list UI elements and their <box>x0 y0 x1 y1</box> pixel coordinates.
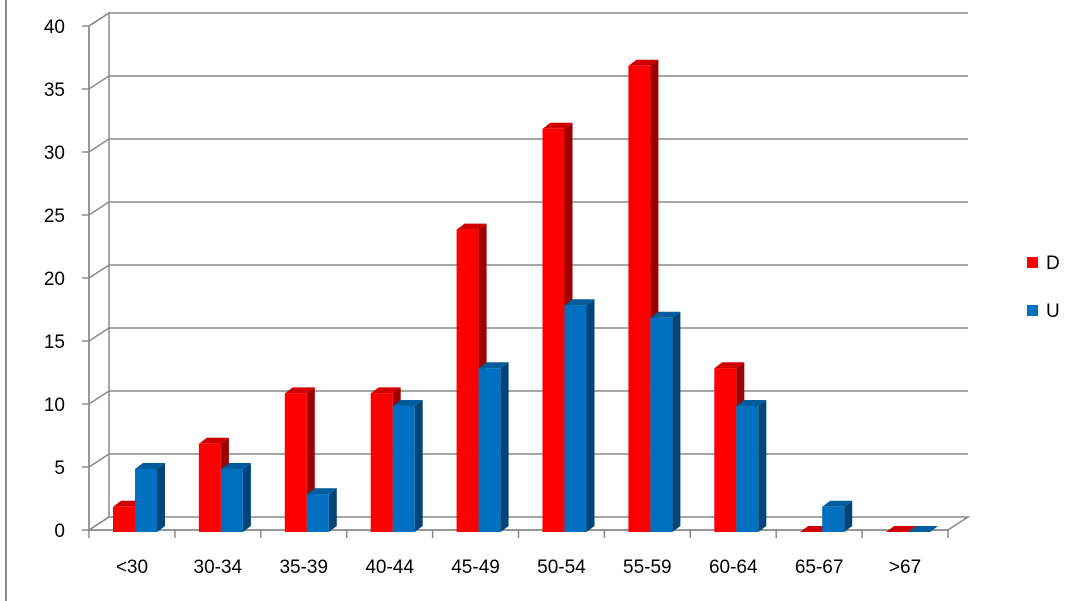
bar-top <box>456 223 487 230</box>
bar-top <box>628 59 659 66</box>
gridlines <box>88 12 968 468</box>
bar-front <box>542 128 565 533</box>
bar-top <box>564 299 595 306</box>
bar-top <box>478 362 509 369</box>
bar-top <box>714 362 745 369</box>
bar-front <box>306 494 329 532</box>
legend-swatch-D <box>1027 257 1038 268</box>
bar-side <box>157 463 165 532</box>
x-tick-label: 35-39 <box>279 557 328 578</box>
y-tick-label: 5 <box>54 458 65 479</box>
bar-front <box>135 469 157 532</box>
bar-side <box>844 500 853 532</box>
bar-front <box>628 65 651 533</box>
x-tick-label: 30-34 <box>194 557 243 578</box>
legend-label-D: D <box>1046 253 1060 274</box>
bar-top <box>886 526 917 532</box>
gridline-depth <box>88 201 110 216</box>
bar-top <box>284 387 315 394</box>
x-tick-label: 60-64 <box>709 557 758 578</box>
bar-front <box>392 406 415 532</box>
bar-U-8 <box>822 500 853 532</box>
x-tick-label: <30 <box>116 557 148 578</box>
bar-U-6 <box>650 311 681 532</box>
gridline-depth <box>88 138 110 153</box>
bar-D-9 <box>886 526 917 532</box>
bar-U-1 <box>220 463 251 532</box>
bar-top <box>822 500 853 507</box>
bar-front <box>650 317 673 532</box>
y-tick-labels: 0 5 10 15 20 25 30 35 40 <box>44 17 65 542</box>
bar-U-0 <box>135 463 165 532</box>
bar-front <box>564 305 587 532</box>
x-tick-label: 55-59 <box>623 557 672 578</box>
legend: DU <box>1027 253 1060 322</box>
bar-U-2 <box>306 488 337 532</box>
bar-U-5 <box>564 299 595 532</box>
x-tick-label: 65-67 <box>795 557 844 578</box>
gridline-depth <box>88 75 110 90</box>
y-tick-label: 35 <box>44 80 65 101</box>
bar-front <box>478 368 501 532</box>
bar-side <box>672 311 681 532</box>
bar-top <box>392 400 423 406</box>
bar-U-4 <box>478 362 509 532</box>
bar-front <box>220 469 243 532</box>
gridline-depth <box>88 327 110 342</box>
x-tick-label: >67 <box>889 557 921 578</box>
bar-top <box>736 400 767 406</box>
bars <box>113 59 939 533</box>
bar-top <box>306 488 337 495</box>
bar-U-9 <box>908 526 939 532</box>
y-tick-label: 10 <box>44 395 65 416</box>
legend-label-U: U <box>1046 301 1060 322</box>
y-tick-label: 20 <box>44 269 65 290</box>
bar-side <box>414 400 423 532</box>
bar-front <box>370 393 393 532</box>
x-tick-label: 50-54 <box>537 557 586 578</box>
bar-front <box>736 406 759 532</box>
y-tick-label: 0 <box>54 521 65 542</box>
x-tick-label: 40-44 <box>365 557 414 578</box>
x-tick-label: 45-49 <box>451 557 500 578</box>
bar-side <box>242 463 251 532</box>
x-tick-labels: <30 30-34 35-39 40-44 45-49 50-54 55-59 60-64 65… <box>116 557 921 578</box>
bar-top <box>135 463 165 469</box>
bar-side <box>586 299 595 532</box>
bar-top <box>198 437 229 444</box>
bar-side <box>758 400 767 532</box>
bar-front <box>113 506 135 532</box>
bar-side <box>500 362 509 532</box>
y-tick-label: 15 <box>44 332 65 353</box>
bar-front <box>714 368 737 532</box>
bar-side <box>328 488 337 532</box>
bar-front <box>198 443 221 532</box>
gridline-depth <box>88 390 110 405</box>
bar-top <box>370 387 401 394</box>
bar-U-3 <box>392 400 423 532</box>
legend-swatch-U <box>1027 305 1038 316</box>
bar-top <box>908 526 939 532</box>
bar-front <box>284 393 307 532</box>
bar-U-7 <box>736 400 767 532</box>
bar-top <box>650 311 681 318</box>
y-tick-label: 40 <box>44 17 65 38</box>
bar-front <box>822 506 845 532</box>
gridline-depth <box>88 453 110 468</box>
y-tick-label: 25 <box>44 206 65 227</box>
gridline-depth <box>88 264 110 279</box>
y-tick-label: 30 <box>44 143 65 164</box>
bar-front <box>456 229 479 532</box>
gridline-depth <box>88 12 110 27</box>
bar-top <box>220 463 251 469</box>
bar-top <box>542 122 573 129</box>
